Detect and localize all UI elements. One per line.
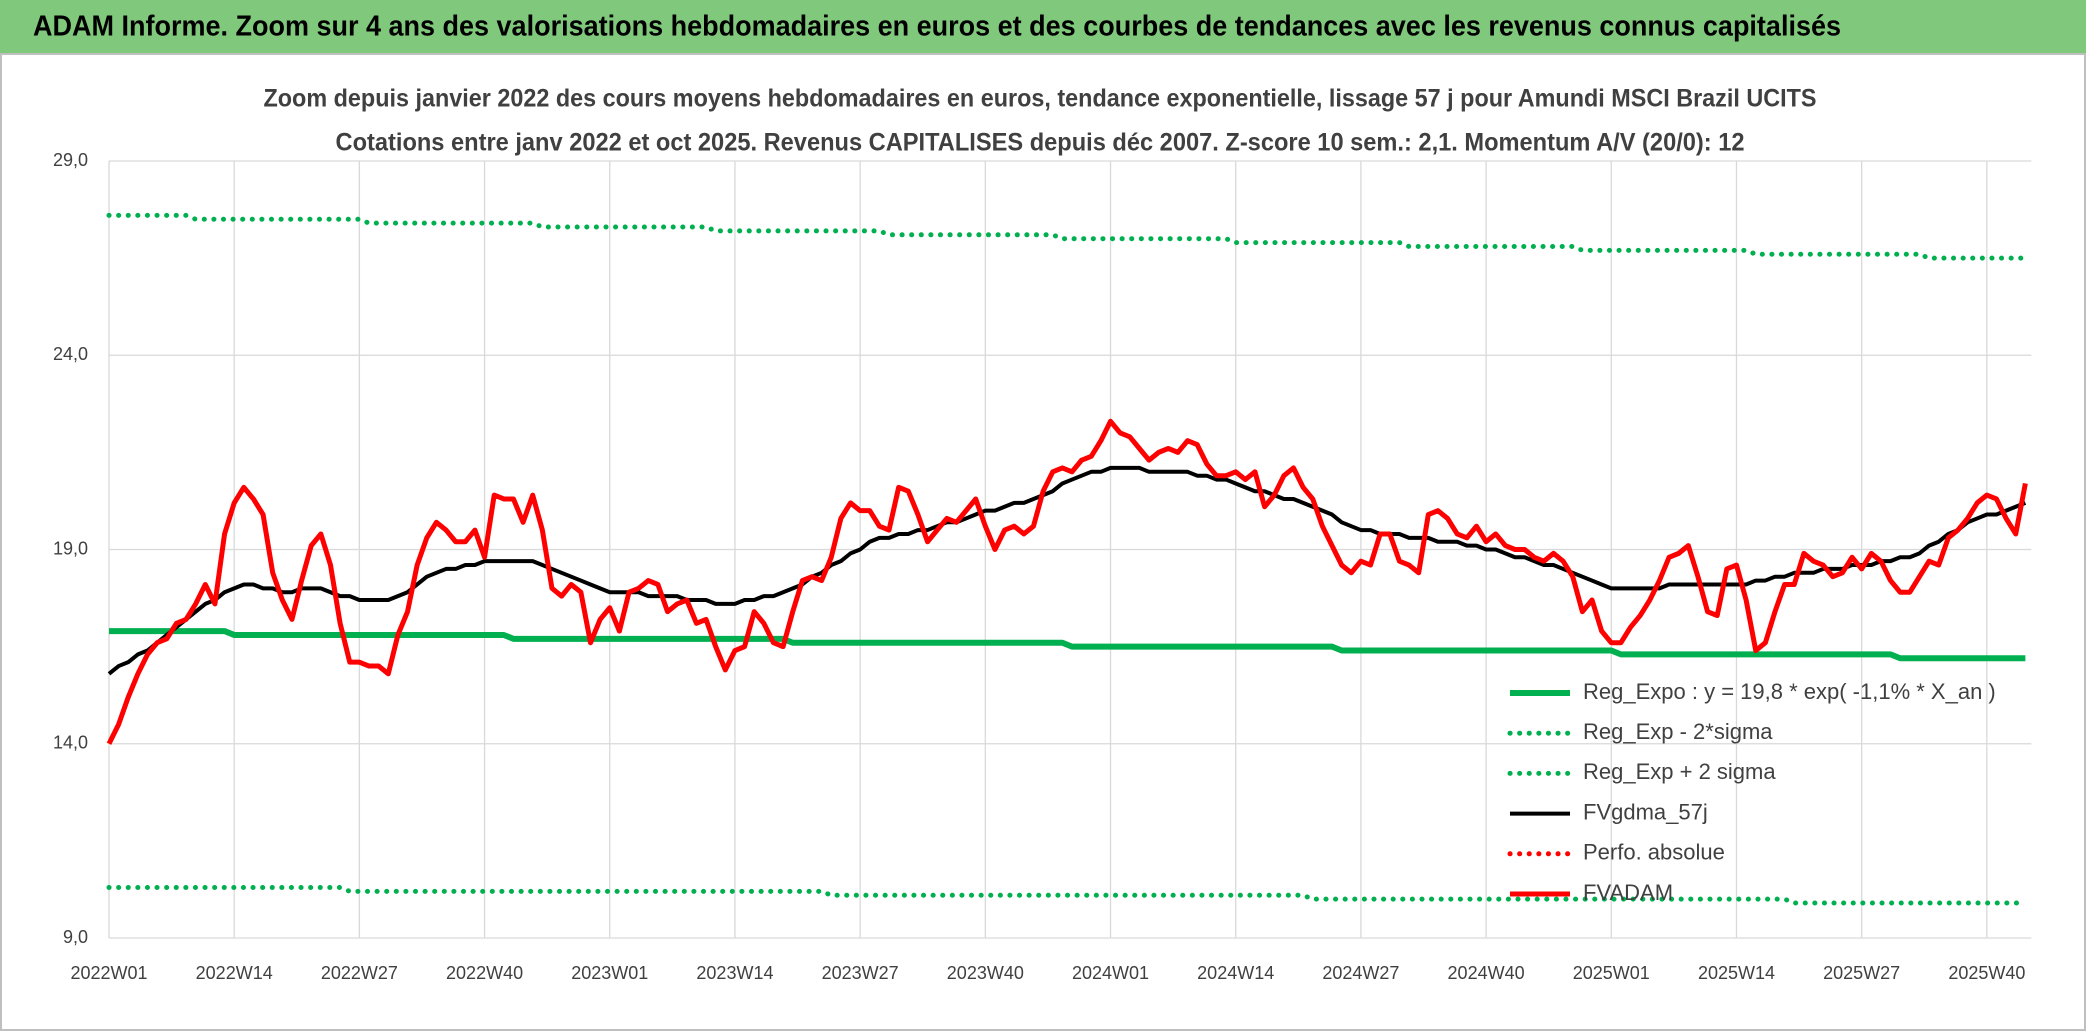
series-line (109, 628, 2026, 662)
legend-label: Perfo. absolue (1583, 840, 1725, 865)
y-tick-label: 24,0 (53, 344, 88, 364)
x-tick-label: 2024W01 (1072, 963, 1149, 983)
x-tick-label: 2024W40 (1448, 963, 1525, 983)
x-tick-label: 2023W40 (947, 963, 1024, 983)
chart-subtitle: Cotations entre janv 2022 et oct 2025. R… (336, 129, 1745, 157)
x-tick-label: 2024W14 (1197, 963, 1274, 983)
x-tick-label: 2024W27 (1322, 963, 1399, 983)
x-tick-label: 2023W27 (822, 963, 899, 983)
series-line (106, 212, 2028, 261)
y-tick-label: 14,0 (53, 733, 88, 753)
header-bar (0, 0, 2086, 53)
series-line (106, 418, 2028, 745)
x-tick-label: 2023W14 (696, 963, 773, 983)
y-tick-label: 9,0 (63, 927, 88, 947)
x-tick-label: 2022W14 (196, 963, 273, 983)
y-tick-label: 19,0 (53, 538, 88, 558)
x-tick-label: 2025W40 (1948, 963, 2025, 983)
legend-label: FVADAM (1583, 880, 1673, 905)
x-tick-label: 2023W01 (571, 963, 648, 983)
x-tick-label: 2022W01 (70, 963, 147, 983)
x-tick-label: 2025W14 (1698, 963, 1775, 983)
chart-subtitle: Zoom depuis janvier 2022 des cours moyen… (264, 85, 1817, 113)
x-tick-label: 2022W27 (321, 963, 398, 983)
legend-label: FVgdma_57j (1583, 799, 1708, 824)
x-tick-label: 2022W40 (446, 963, 523, 983)
x-tick-label: 2025W27 (1823, 963, 1900, 983)
chart-title: ADAM Informe. Zoom sur 4 ans des valoris… (33, 11, 1841, 43)
y-tick-label: 29,0 (53, 150, 88, 170)
chart-frame (0, 53, 2086, 1031)
legend-label: Reg_Expo : y = 19,8 * exp( -1,1% * X_an … (1583, 679, 1996, 704)
legend-label: Reg_Exp - 2*sigma (1583, 719, 1773, 744)
x-tick-label: 2025W01 (1573, 963, 1650, 983)
legend-label: Reg_Exp + 2 sigma (1583, 759, 1776, 784)
series-line (107, 465, 2027, 676)
series-line (106, 885, 2028, 906)
